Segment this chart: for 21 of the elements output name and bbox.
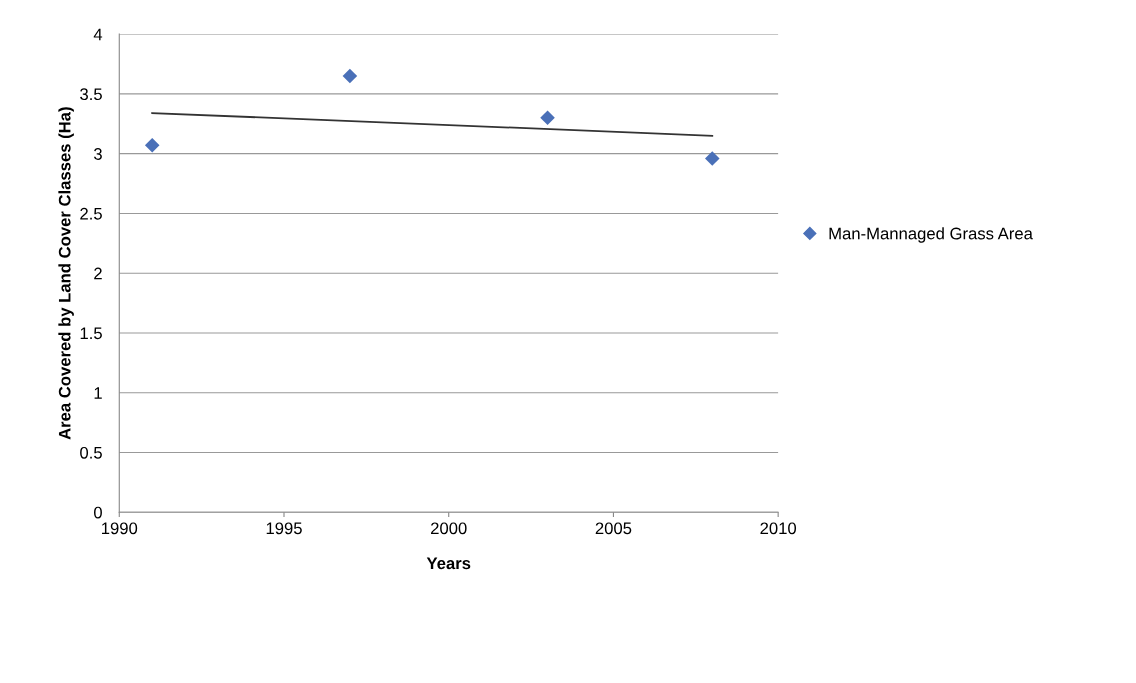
y-tick-label: 3 xyxy=(93,148,102,160)
y-tick-label: 0.5 xyxy=(80,446,102,459)
x-tick-label: 2010 xyxy=(760,522,797,535)
point xyxy=(540,110,555,126)
x-tick-label: 1995 xyxy=(266,522,302,535)
y-tick-label: 3.5 xyxy=(80,88,102,101)
point xyxy=(704,151,720,166)
x-tick-label: 1990 xyxy=(102,522,138,535)
y-tick-label: 1 xyxy=(94,387,102,399)
y-tick-label: 0 xyxy=(94,506,102,519)
x-axis-title: Years xyxy=(426,557,471,570)
y-tick-label: 2.5 xyxy=(80,207,102,220)
y-tick-label: 1.5 xyxy=(80,327,102,340)
x-tick-label: 2005 xyxy=(595,522,632,535)
y-tick-label: 4 xyxy=(93,28,103,41)
legend-label: Man-Mannaged Grass Area xyxy=(829,227,1033,243)
y-tick-label: 2 xyxy=(94,267,102,280)
x-tick-label: 2000 xyxy=(431,522,467,535)
y-axis-title: Area Covered by Land Cover Classes (Ha) xyxy=(58,107,74,440)
point xyxy=(342,68,358,84)
point xyxy=(144,138,160,153)
